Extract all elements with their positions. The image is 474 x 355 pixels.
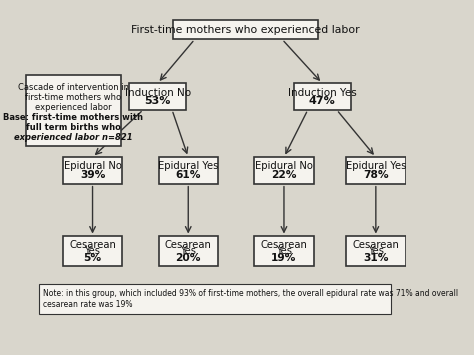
Text: 5%: 5% [83, 253, 101, 263]
Text: Yes: Yes [276, 246, 292, 256]
Text: 61%: 61% [175, 170, 201, 180]
Text: 39%: 39% [80, 170, 105, 180]
FancyBboxPatch shape [173, 20, 319, 39]
Text: Induction Yes: Induction Yes [288, 88, 356, 98]
Text: Cesarean: Cesarean [352, 240, 399, 250]
Text: Induction No: Induction No [125, 88, 191, 98]
FancyBboxPatch shape [293, 83, 351, 110]
FancyBboxPatch shape [254, 236, 314, 267]
Text: full term births who: full term births who [26, 123, 121, 132]
Text: 22%: 22% [271, 170, 297, 180]
Text: Epidural Yes: Epidural Yes [346, 162, 406, 171]
FancyBboxPatch shape [159, 236, 218, 267]
Text: 20%: 20% [175, 253, 201, 263]
Text: 31%: 31% [363, 253, 389, 263]
Text: First-time mothers who experienced labor: First-time mothers who experienced labor [131, 24, 360, 34]
Text: 53%: 53% [145, 96, 171, 106]
Text: Epidural No: Epidural No [64, 162, 121, 171]
Text: experienced labor n=821: experienced labor n=821 [14, 133, 133, 142]
FancyBboxPatch shape [254, 157, 314, 184]
Text: 19%: 19% [271, 253, 297, 263]
FancyBboxPatch shape [63, 236, 122, 267]
Text: Base: first-time mothers with: Base: first-time mothers with [3, 113, 144, 122]
Text: Epidural Yes: Epidural Yes [158, 162, 219, 171]
FancyBboxPatch shape [346, 236, 406, 267]
Text: experienced labor: experienced labor [35, 103, 112, 112]
Text: first-time mothers who: first-time mothers who [25, 93, 121, 102]
Text: Cesarean: Cesarean [165, 240, 212, 250]
Text: Note: in this group, which included 93% of first-time mothers, the overall epidu: Note: in this group, which included 93% … [43, 289, 458, 309]
Text: 78%: 78% [363, 170, 389, 180]
FancyBboxPatch shape [39, 284, 391, 314]
Text: 47%: 47% [309, 96, 336, 106]
Text: Cesarean: Cesarean [261, 240, 308, 250]
Text: Yes: Yes [180, 246, 196, 256]
FancyBboxPatch shape [159, 157, 218, 184]
Text: Epidural No: Epidural No [255, 162, 313, 171]
Text: Cascade of intervention in: Cascade of intervention in [18, 83, 129, 92]
FancyBboxPatch shape [346, 157, 406, 184]
FancyBboxPatch shape [26, 75, 121, 146]
Text: Yes: Yes [368, 246, 384, 256]
Text: Yes: Yes [84, 246, 100, 256]
FancyBboxPatch shape [129, 83, 186, 110]
FancyBboxPatch shape [63, 157, 122, 184]
Text: Cesarean: Cesarean [69, 240, 116, 250]
